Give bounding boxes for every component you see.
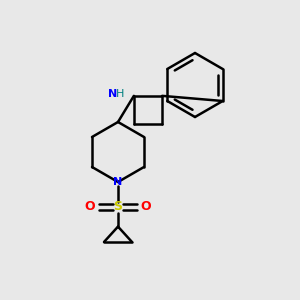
Text: N: N bbox=[113, 177, 123, 187]
Text: O: O bbox=[85, 200, 95, 214]
Text: S: S bbox=[113, 200, 122, 214]
Text: N: N bbox=[108, 89, 118, 99]
Text: H: H bbox=[116, 89, 124, 99]
Text: O: O bbox=[141, 200, 151, 214]
